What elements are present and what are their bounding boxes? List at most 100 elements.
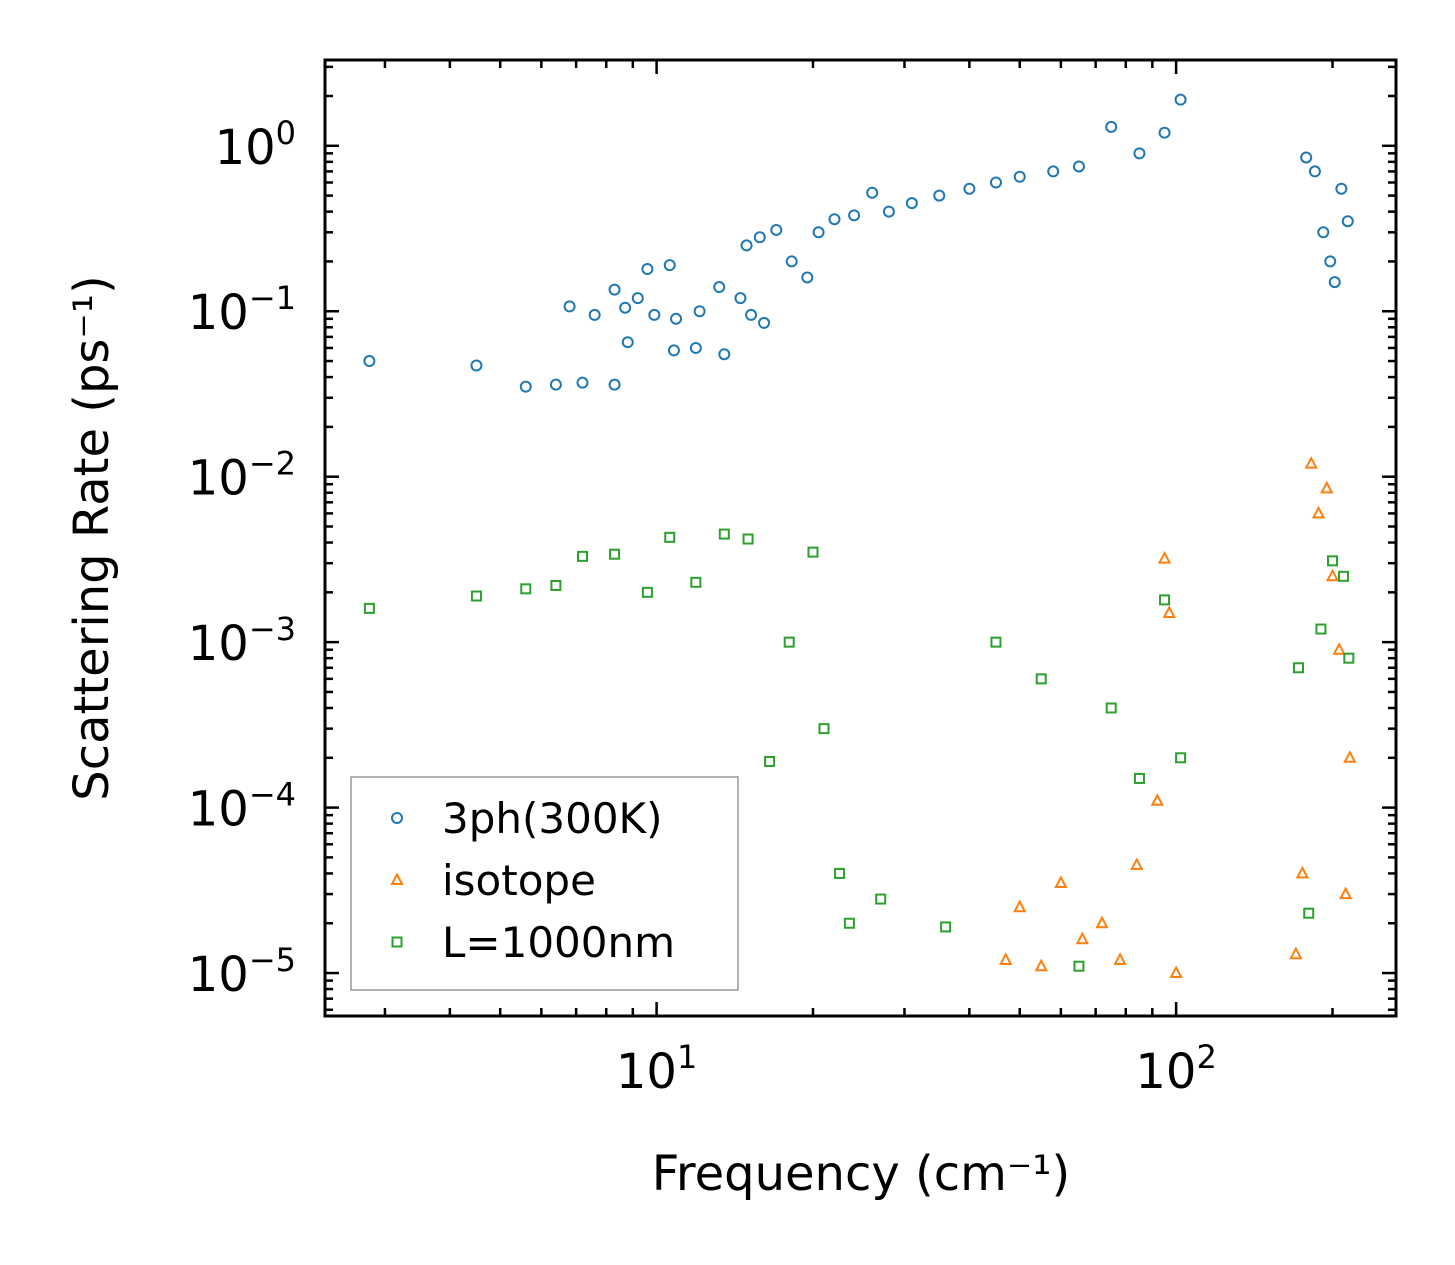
data-point [470,590,482,602]
data-point [785,255,798,268]
data-point [1175,752,1187,764]
data-point [770,223,783,236]
data-point [718,528,730,540]
data-point [990,636,1002,648]
data-point [1133,772,1145,784]
data-point [693,305,706,318]
data-point [834,867,846,879]
data-point [1105,120,1118,133]
data-point [812,226,825,239]
x-tick-label: 102 [1135,1038,1216,1100]
data-point [621,336,634,349]
data-point [1072,160,1085,173]
data-point [1324,255,1337,268]
data-point [641,263,654,276]
data-point [1311,505,1326,519]
data-point [550,579,562,591]
data-point [670,312,683,325]
data-point [1130,857,1144,870]
y-tick-label: 100 [215,114,296,176]
data-point [1338,886,1353,900]
y-tick-label: 10−4 [188,776,296,838]
y-tick-label: 10−3 [188,610,296,672]
data-point [1169,965,1183,979]
x-axis-label: Frequency (cm⁻¹) [652,1146,1070,1202]
data-point [740,239,753,252]
data-point [745,308,758,321]
data-point [783,636,795,648]
legend-box [350,776,739,991]
data-point [619,301,632,314]
data-point [753,231,766,244]
data-point [1075,931,1090,945]
data-point [1013,899,1027,913]
data-point [576,376,589,389]
data-point [588,308,601,321]
data-point [1133,147,1146,160]
data-point [663,259,676,272]
plot-area [363,93,1357,979]
data-point [1035,673,1047,685]
y-axis-label: Scattering Rate (ps⁻¹) [64,275,120,801]
plot-frame [323,58,1398,1018]
data-point [1159,594,1171,606]
data-point [1013,170,1026,183]
data-point [664,531,676,543]
data-point [875,893,887,905]
data-point [689,341,702,354]
data-point [1315,623,1327,635]
data-point [1332,642,1346,655]
data-point [1174,93,1187,106]
data-point [1095,915,1109,929]
data-point [1343,750,1357,763]
data-point [470,359,483,372]
data-point [519,380,532,393]
data-point [940,921,952,933]
data-point [1113,952,1127,965]
data-point [1325,568,1340,582]
data-point [828,213,841,226]
data-point [1338,570,1350,582]
data-point [818,723,830,735]
data-point [1105,702,1117,714]
data-point [905,197,918,210]
data-point [363,602,375,614]
data-point [801,271,814,284]
series-triangle [999,455,1357,979]
data-point [848,209,861,222]
data-point [963,182,976,195]
data-point [1047,165,1060,178]
data-point [1304,455,1318,469]
data-point [764,755,776,767]
legend-marker [390,872,404,885]
data-point [1150,793,1164,806]
data-point [1327,555,1339,567]
data-point [713,281,726,294]
legend-entries: 3ph(300K) isotope L=1000nm [390,794,675,967]
data-point [641,586,653,598]
data-point [718,348,731,361]
tick-label-layer: 101 102 100 10−1 10−2 10−3 10−4 10−5 [188,114,1217,1100]
series-circle [363,93,1354,393]
data-point [1308,165,1321,178]
data-point [1300,151,1313,164]
data-point [758,316,771,329]
data-point [742,533,754,545]
legend-marker [391,812,403,824]
data-point [989,176,1002,189]
legend-label: isotope [442,856,596,905]
data-point [1343,652,1355,664]
y-tick-label: 10−2 [188,445,296,507]
data-point [648,308,661,321]
legend-marker [391,936,403,948]
data-point [1289,946,1303,960]
data-point [631,292,644,305]
data-point [1158,126,1171,139]
data-point [999,952,1013,965]
legend-label: L=1000nm [442,918,675,967]
series-layer [363,93,1357,979]
data-point [1320,480,1334,494]
data-point [549,378,562,391]
legend: 3ph(300K) isotope L=1000nm [350,776,739,991]
